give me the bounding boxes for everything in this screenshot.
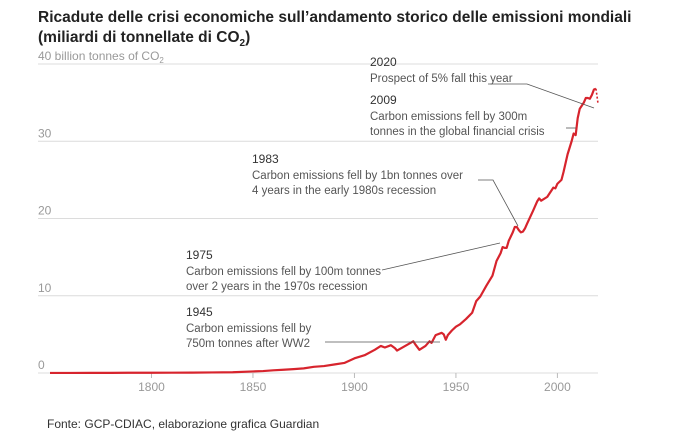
annotation-year-2009: 2009 (370, 93, 397, 107)
annotation-year-1983: 1983 (252, 152, 279, 166)
chart-title: Ricadute delle crisi economiche sull’and… (38, 8, 678, 54)
y-top-label-prefix: 40 billion tonnes of CO (38, 49, 159, 63)
title-line-2-prefix: (miliardi di tonnellate di CO (38, 29, 240, 46)
x-tick-label-1850: 1850 (240, 380, 267, 394)
title-line-1: Ricadute delle crisi economiche sull’and… (38, 9, 632, 26)
annotation-text-1945-1: 750m tonnes after WW2 (186, 338, 310, 350)
annotation-year-1975: 1975 (186, 248, 213, 262)
x-tick-label-2000: 2000 (544, 380, 571, 394)
annotation-text-1975-1: over 2 years in the 1970s recession (186, 281, 368, 293)
annotation-text-2009-0: Carbon emissions fell by 300m (370, 111, 527, 123)
x-tick-label-1800: 1800 (138, 380, 165, 394)
y-tick-label-10: 10 (38, 281, 52, 295)
annotation-text-2020-0: Prospect of 5% fall this year (370, 73, 513, 85)
annotation-text-1975-0: Carbon emissions fell by 100m tonnes (186, 266, 381, 278)
series-group (49, 87, 599, 375)
x-tick-label-1900: 1900 (341, 380, 368, 394)
y-top-label-sub: 2 (159, 56, 164, 65)
title-line-2: (miliardi di tonnellate di CO2) (38, 28, 678, 54)
annotation-text-2009-1: tonnes in the global financial crisis (370, 126, 545, 138)
y-top-label: 40 billion tonnes of CO2 (38, 49, 164, 65)
annotation-text-1983-1: 4 years in the early 1980s recession (252, 185, 436, 197)
annotation-year-2020: 2020 (370, 55, 397, 69)
y-tick-label-0: 0 (38, 358, 45, 372)
annotation-leader-2020 (488, 83, 595, 109)
annotation-year-1945: 1945 (186, 305, 213, 319)
source-note: Fonte: GCP-CDIAC, elaborazione grafica G… (47, 417, 320, 431)
x-axis-ticks: 1800 1850 1900 1950 2000 (138, 373, 571, 394)
annotation-text-1945-0: Carbon emissions fell by (186, 323, 312, 335)
y-axis-ticks: 0 10 20 30 40 billion tonnes of CO2 (38, 49, 164, 372)
y-tick-label-20: 20 (38, 204, 52, 218)
series-line-0 (50, 87, 597, 375)
annotation-leader-1983 (478, 179, 519, 227)
title-line-2-suffix: ) (245, 29, 251, 46)
annotation-leader-1975 (381, 242, 501, 271)
series-line-1 (595, 88, 599, 104)
x-tick-label-1950: 1950 (443, 380, 470, 394)
title-line-2-sub: 2 (239, 38, 246, 50)
annotations: 2020 Prospect of 5% fall this year 2009 Car… (186, 55, 595, 350)
y-tick-label-30: 30 (38, 126, 52, 140)
annotation-text-1983-0: Carbon emissions fell by 1bn tonnes over (252, 170, 463, 182)
